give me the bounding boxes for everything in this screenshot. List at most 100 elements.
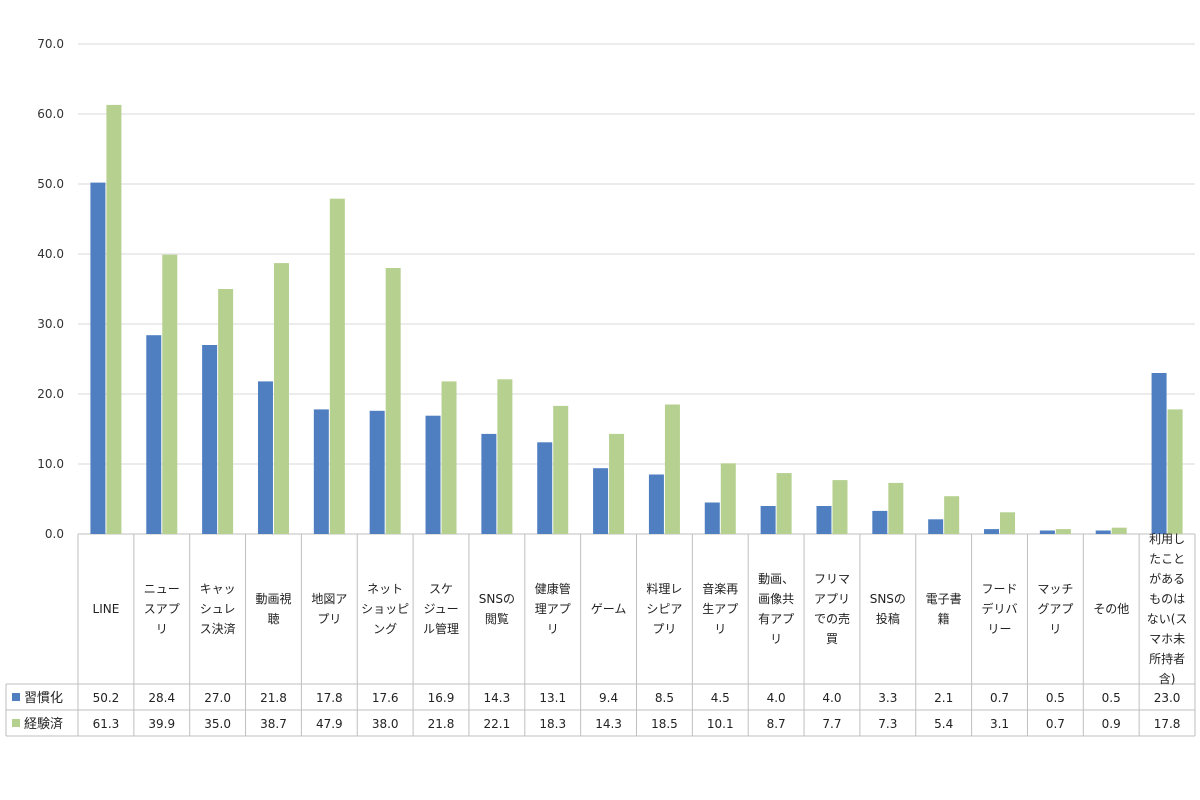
bar-habitual-0 — [90, 182, 106, 534]
y-tick-label: 50.0 — [37, 177, 64, 191]
category-label: マッチ — [1037, 582, 1073, 596]
y-tick-label: 70.0 — [37, 37, 64, 51]
data-label: 17.6 — [372, 691, 399, 705]
bar-experienced-17 — [1055, 529, 1071, 534]
y-tick-label: 40.0 — [37, 247, 64, 261]
category-label: リ — [156, 622, 168, 636]
category-label: リー — [988, 622, 1012, 636]
category-label: プリ — [317, 612, 341, 626]
y-tick-label: 0.0 — [45, 527, 64, 541]
data-label: 0.7 — [1046, 717, 1065, 731]
category-label: スアプ — [144, 602, 180, 616]
bar-habitual-2 — [202, 345, 218, 534]
data-label: 13.1 — [539, 691, 566, 705]
bar-habitual-9 — [593, 468, 609, 534]
bar-habitual-8 — [537, 442, 553, 534]
data-label: 3.3 — [878, 691, 897, 705]
category-label: 画像共 — [758, 592, 794, 606]
gridlines — [78, 43, 1195, 535]
data-label: 9.4 — [599, 691, 618, 705]
data-label: 21.8 — [428, 717, 455, 731]
category-label: 理アプ — [535, 602, 571, 616]
data-label: 50.2 — [93, 691, 120, 705]
category-label: 健康管 — [535, 581, 571, 596]
category-label: 動画、 — [758, 572, 794, 586]
data-label: 5.4 — [934, 717, 953, 731]
category-label: 動画視 — [255, 591, 291, 606]
bar-experienced-7 — [497, 379, 513, 534]
bar-habitual-16 — [984, 529, 1000, 534]
category-label: 所持者 — [1149, 651, 1185, 666]
data-label: 14.3 — [484, 691, 511, 705]
category-label: グアプ — [1037, 602, 1073, 616]
bar-habitual-14 — [872, 510, 888, 534]
bar-habitual-12 — [760, 506, 776, 534]
y-tick-label: 10.0 — [37, 457, 64, 471]
bar-habitual-11 — [704, 502, 720, 534]
data-label: 23.0 — [1154, 691, 1181, 705]
y-tick-label: 20.0 — [37, 387, 64, 401]
category-label: リ — [714, 622, 726, 636]
category-label: ネット — [367, 582, 403, 596]
data-label: 0.5 — [1046, 691, 1065, 705]
data-label: 3.1 — [990, 717, 1009, 731]
data-label: 47.9 — [316, 717, 343, 731]
data-label: 2.1 — [934, 691, 953, 705]
category-label: リ — [547, 622, 559, 636]
data-label: 8.5 — [655, 691, 674, 705]
data-label: 18.5 — [651, 717, 678, 731]
category-label: デリバ — [982, 601, 1018, 616]
data-label: 4.0 — [822, 691, 841, 705]
bars — [90, 104, 1183, 535]
legend-swatch-habitual — [12, 693, 20, 701]
category-label: 含) — [1159, 671, 1176, 686]
bar-habitual-13 — [816, 506, 832, 534]
data-label: 18.3 — [539, 717, 566, 731]
bar-experienced-2 — [218, 289, 234, 534]
category-label: シュレ — [200, 602, 236, 616]
bar-experienced-18 — [1111, 527, 1127, 534]
bar-habitual-19 — [1151, 373, 1167, 534]
category-label: 地図ア — [311, 592, 347, 606]
data-label: 28.4 — [148, 691, 175, 705]
category-label: 音楽再 — [702, 581, 738, 596]
category-label: シピア — [646, 602, 682, 616]
y-tick-label: 30.0 — [37, 317, 64, 331]
bar-habitual-4 — [313, 409, 329, 534]
category-label: SNSの — [479, 592, 515, 606]
bar-experienced-13 — [832, 480, 848, 534]
category-label: ング — [373, 622, 397, 636]
category-label: での売 — [814, 611, 850, 626]
bar-experienced-14 — [888, 482, 904, 534]
bar-experienced-16 — [1000, 512, 1016, 534]
bar-experienced-19 — [1167, 409, 1183, 534]
category-label: 籍 — [938, 611, 950, 626]
category-label: ル管理 — [423, 621, 459, 636]
bar-habitual-1 — [146, 335, 162, 534]
bar-habitual-6 — [425, 415, 441, 534]
category-label: アプリ — [814, 592, 850, 606]
bar-experienced-8 — [553, 405, 569, 534]
data-label: 61.3 — [93, 717, 120, 731]
data-label: 4.5 — [711, 691, 730, 705]
data-label: 27.0 — [204, 691, 231, 705]
category-label: LINE — [93, 602, 120, 616]
data-label: 17.8 — [316, 691, 343, 705]
category-label: ニュー — [144, 582, 180, 596]
bar-experienced-15 — [944, 496, 960, 534]
bar-experienced-6 — [441, 381, 457, 534]
category-label: 閲覧 — [485, 612, 509, 626]
data-label: 17.8 — [1154, 717, 1181, 731]
data-label: 39.9 — [148, 717, 175, 731]
data-label: 8.7 — [767, 717, 786, 731]
data-label: 7.7 — [822, 717, 841, 731]
legend-swatch-experienced — [12, 719, 20, 727]
category-label: ス決済 — [200, 621, 236, 636]
category-label: ゲーム — [591, 602, 627, 616]
bar-experienced-10 — [664, 404, 680, 534]
category-label: 料理レ — [646, 582, 682, 596]
bar-experienced-11 — [720, 463, 736, 534]
